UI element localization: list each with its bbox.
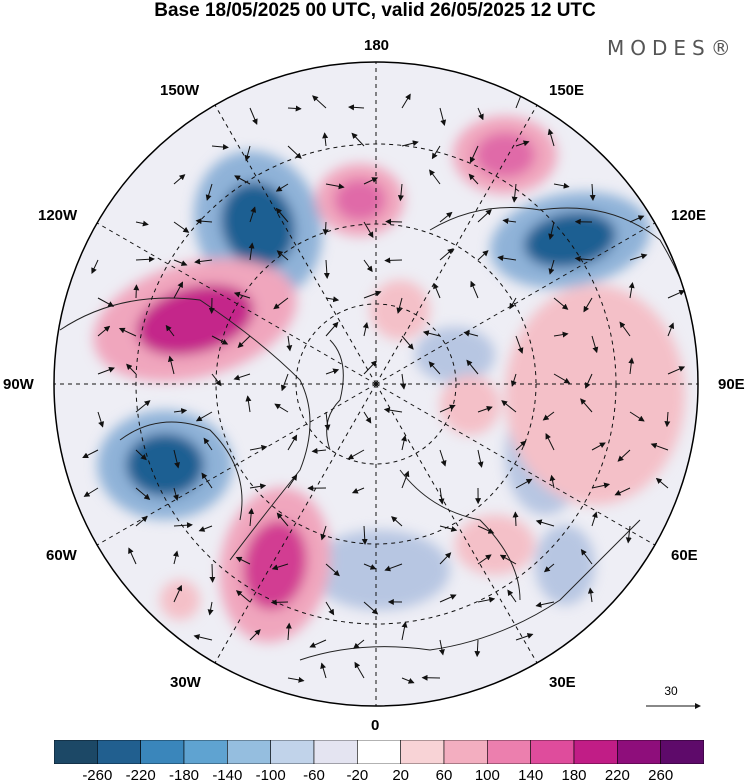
colorbar-tick-label: 260 — [636, 767, 686, 784]
negative-anomaly-light — [310, 530, 450, 610]
lon-label-150e: 150E — [549, 82, 584, 99]
negative-anomaly-light — [535, 525, 595, 605]
lon-label-120e: 120E — [671, 207, 706, 224]
positive-anomaly-light — [370, 280, 430, 340]
wind-vector — [212, 564, 213, 582]
colorbar-swatch — [357, 740, 400, 764]
positive-anomaly-core — [335, 179, 386, 221]
positive-anomaly-core — [475, 133, 535, 178]
lon-label-60w: 60W — [46, 547, 77, 564]
lon-label-0: 0 — [371, 717, 379, 734]
lon-label-180: 180 — [364, 37, 389, 54]
colorbar-swatch — [617, 740, 660, 764]
colorbar-swatch — [271, 740, 314, 764]
lon-label-30e: 30E — [549, 674, 576, 691]
colorbar-swatch — [531, 740, 574, 764]
lon-label-30w: 30W — [170, 674, 201, 691]
lon-label-60e: 60E — [671, 547, 698, 564]
wind-vector — [386, 221, 402, 222]
colorbar-swatch — [97, 740, 140, 764]
colorbar-swatch — [184, 740, 227, 764]
negative-anomaly-core — [126, 434, 204, 497]
lon-label-120w: 120W — [38, 207, 77, 224]
reference-vector-label: 30 — [646, 684, 696, 698]
colorbar-swatch — [574, 740, 617, 764]
colorbar-swatch — [227, 740, 270, 764]
lon-label-90w: 90W — [3, 376, 34, 393]
colorbar-swatch — [54, 740, 97, 764]
colorbar-swatch — [487, 740, 530, 764]
positive-anomaly-light — [455, 515, 535, 575]
colorbar-swatch — [444, 740, 487, 764]
lon-label-150w: 150W — [160, 82, 199, 99]
positive-anomaly-light — [160, 580, 200, 620]
lon-label-90e: 90E — [718, 376, 745, 393]
positive-anomaly-light — [505, 285, 685, 505]
colorbar-swatch — [314, 740, 357, 764]
colorbar — [54, 740, 704, 764]
colorbar-swatch — [401, 740, 444, 764]
colorbar-swatch — [141, 740, 184, 764]
wind-vector — [325, 222, 326, 234]
wind-vector — [385, 260, 402, 261]
colorbar-swatch — [661, 740, 704, 764]
wind-vector — [515, 512, 516, 526]
